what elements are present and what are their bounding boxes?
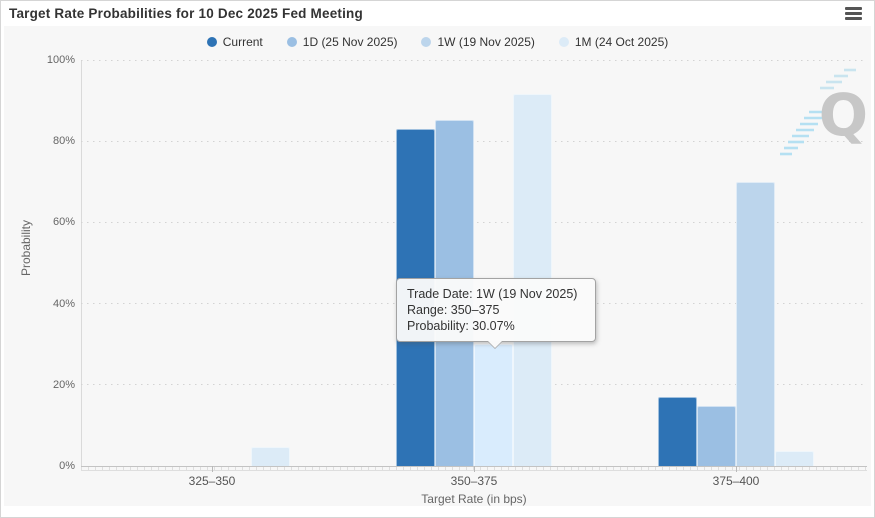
legend-marker-icon	[206, 37, 217, 47]
tooltip-range: Range: 350–375	[407, 303, 500, 317]
chart-bar[interactable]	[658, 396, 697, 466]
export-menu-icon[interactable]	[845, 7, 862, 20]
chart-area: Current 1D (25 Nov 2025) 1W (19 Nov 2025) 1…	[4, 26, 871, 506]
gridline	[81, 59, 867, 61]
chart-legend: Current 1D (25 Nov 2025) 1W (19 Nov 2025) 1…	[4, 33, 871, 51]
chart-bar[interactable]	[775, 451, 814, 466]
bar-group	[134, 446, 290, 466]
x-category-label: 375–400	[712, 474, 760, 488]
chart-tooltip: Trade Date: 1W (19 Nov 2025) Range: 350–…	[396, 278, 596, 349]
gridline	[81, 140, 867, 142]
bar-group	[658, 182, 814, 466]
legend-marker-icon	[421, 37, 432, 47]
chart-bar[interactable]	[697, 405, 736, 466]
x-category-label: 325–350	[188, 474, 236, 488]
chart-bar[interactable]	[474, 343, 513, 466]
legend-label: Current	[222, 35, 263, 49]
watermark-logo: Q	[776, 62, 872, 162]
legend-marker-icon	[558, 37, 569, 47]
legend-item[interactable]: 1M (24 Oct 2025)	[558, 35, 669, 49]
y-axis-title: Probability	[19, 219, 33, 277]
tooltip-probability: Probability: 30.07%	[407, 319, 515, 333]
legend-item[interactable]: 1W (19 Nov 2025)	[421, 35, 535, 49]
legend-label: 1W (19 Nov 2025)	[437, 35, 535, 49]
chart-header: Target Rate Probabilities for 10 Dec 202…	[1, 1, 874, 26]
legend-item[interactable]: 1D (25 Nov 2025)	[286, 35, 398, 49]
x-axis-title: Target Rate (in bps)	[421, 492, 527, 506]
chart-bar[interactable]	[251, 446, 290, 466]
y-tick-label: 60%	[52, 216, 75, 229]
chart-bar[interactable]	[736, 182, 775, 466]
gridline	[81, 221, 867, 223]
page-title: Target Rate Probabilities for 10 Dec 202…	[9, 6, 363, 21]
legend-label: 1D (25 Nov 2025)	[302, 35, 398, 49]
tooltip-trade-date: Trade Date: 1W (19 Nov 2025)	[407, 287, 578, 301]
x-tick	[211, 466, 213, 472]
y-tick-label: 20%	[52, 378, 75, 391]
x-tick	[735, 466, 737, 472]
y-tick-label: 100%	[46, 54, 75, 66]
y-tick-label: 80%	[52, 135, 75, 148]
y-tick-label: 0%	[59, 460, 75, 472]
y-tick-label: 40%	[52, 297, 75, 310]
legend-label: 1M (24 Oct 2025)	[574, 35, 669, 49]
y-axis-line	[81, 60, 82, 466]
legend-item[interactable]: Current	[206, 35, 263, 49]
legend-marker-icon	[286, 37, 297, 47]
watermark-hatch-icon	[780, 68, 856, 156]
x-category-label: 350–375	[450, 474, 498, 488]
watermark-letter: Q	[818, 81, 868, 149]
x-tick	[473, 466, 475, 472]
plot-area: 0% 20% 40% 60% 80% 100% 325–350 350–375 375–400	[47, 54, 867, 488]
